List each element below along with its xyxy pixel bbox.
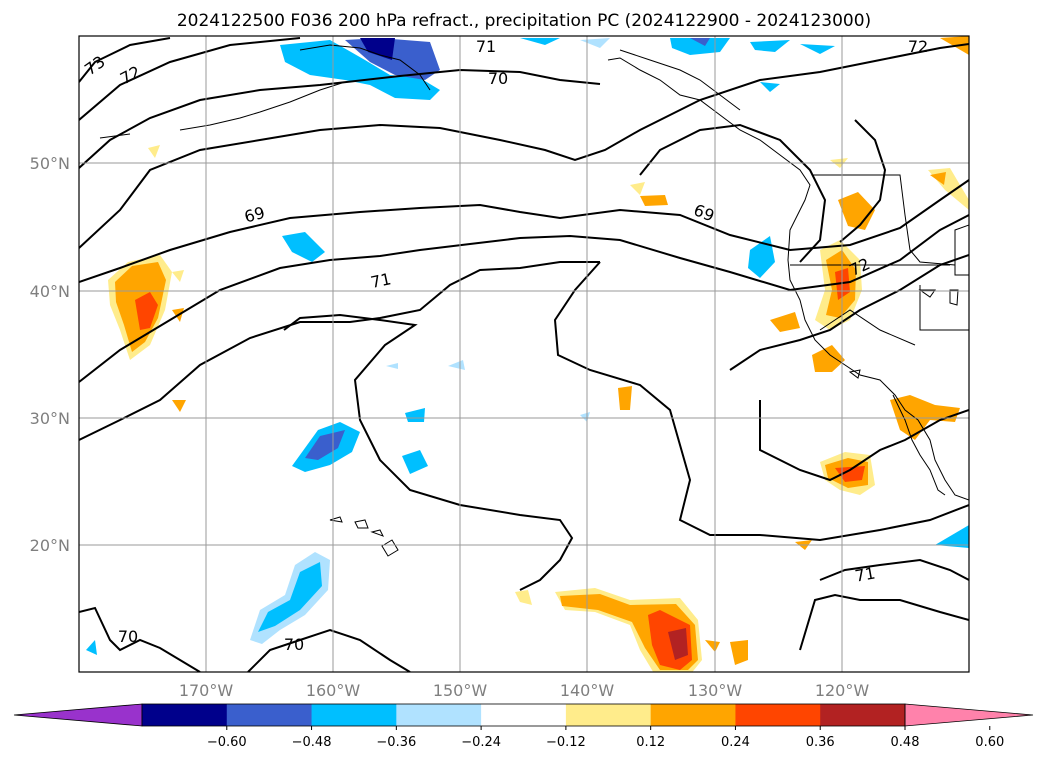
colorbar-bin bbox=[735, 704, 821, 726]
colorbar-bin bbox=[650, 704, 736, 726]
colorbar-tick-label: 0.48 bbox=[891, 735, 920, 750]
longitude-labels: 170°W 160°W 150°W 140°W 130°W 120°W bbox=[179, 681, 870, 700]
map-area: 73 72 71 70 72 69 69 71 72 71 70 70 bbox=[79, 36, 969, 672]
contour-label: 71 bbox=[369, 269, 393, 292]
colorbar bbox=[13, 703, 1034, 727]
latitude-labels: 50°N 40°N 30°N 20°N bbox=[30, 154, 70, 555]
lat-label: 30°N bbox=[30, 409, 70, 428]
colorbar-bin bbox=[142, 704, 228, 726]
contour-label: 70 bbox=[488, 69, 508, 88]
colorbar-tick-label: 0.24 bbox=[721, 735, 750, 750]
map-frame bbox=[78, 35, 970, 673]
lon-label: 150°W bbox=[433, 681, 488, 700]
lon-label: 120°W bbox=[815, 681, 870, 700]
lat-label: 20°N bbox=[30, 536, 70, 555]
colorbar-tick-label: −0.48 bbox=[292, 735, 332, 750]
colorbar-bin bbox=[226, 704, 313, 726]
contour-label: 71 bbox=[853, 563, 876, 585]
graticule bbox=[79, 36, 969, 672]
contour-label: 72 bbox=[908, 37, 928, 56]
lat-label: 40°N bbox=[30, 282, 70, 301]
precip-positive-areas bbox=[108, 36, 969, 672]
refractivity-contours bbox=[79, 37, 969, 672]
lon-label: 160°W bbox=[306, 681, 361, 700]
colorbar-tick-label: 0.12 bbox=[636, 735, 665, 750]
lat-label: 50°N bbox=[30, 154, 70, 173]
lon-label: 170°W bbox=[179, 681, 234, 700]
colorbar-bin bbox=[396, 704, 482, 726]
contour-label: 70 bbox=[118, 627, 138, 646]
precip-negative-areas bbox=[86, 38, 969, 655]
colorbar-tick-label: 0.36 bbox=[806, 735, 835, 750]
lon-label: 130°W bbox=[688, 681, 743, 700]
colorbar-bin bbox=[820, 704, 906, 726]
colorbar-tick-label: −0.24 bbox=[461, 735, 501, 750]
contour-label: 70 bbox=[284, 635, 304, 654]
colorbar-extend-low bbox=[13, 703, 143, 727]
map-title: 2024122500 F036 200 hPa refract., precip… bbox=[177, 11, 871, 31]
colorbar-tick-label: −0.60 bbox=[207, 735, 247, 750]
contour-label: 71 bbox=[476, 37, 496, 56]
colorbar-tick-label: 0.60 bbox=[975, 735, 1004, 750]
contour-label: 69 bbox=[242, 203, 267, 227]
colorbar-bin bbox=[311, 704, 397, 726]
lon-label: 140°W bbox=[560, 681, 615, 700]
colorbar-bin bbox=[481, 704, 567, 726]
colorbar-tick-label: −0.36 bbox=[376, 735, 416, 750]
colorbar-frame bbox=[141, 703, 906, 727]
colorbar-extend-high bbox=[904, 703, 1034, 727]
colorbar-bin bbox=[565, 704, 652, 726]
colorbar-tick-label: −0.12 bbox=[546, 735, 586, 750]
colorbar-tick-labels: −0.60 −0.48 −0.36 −0.24 −0.12 0.12 0.24 0.36 0.4… bbox=[207, 726, 1004, 750]
